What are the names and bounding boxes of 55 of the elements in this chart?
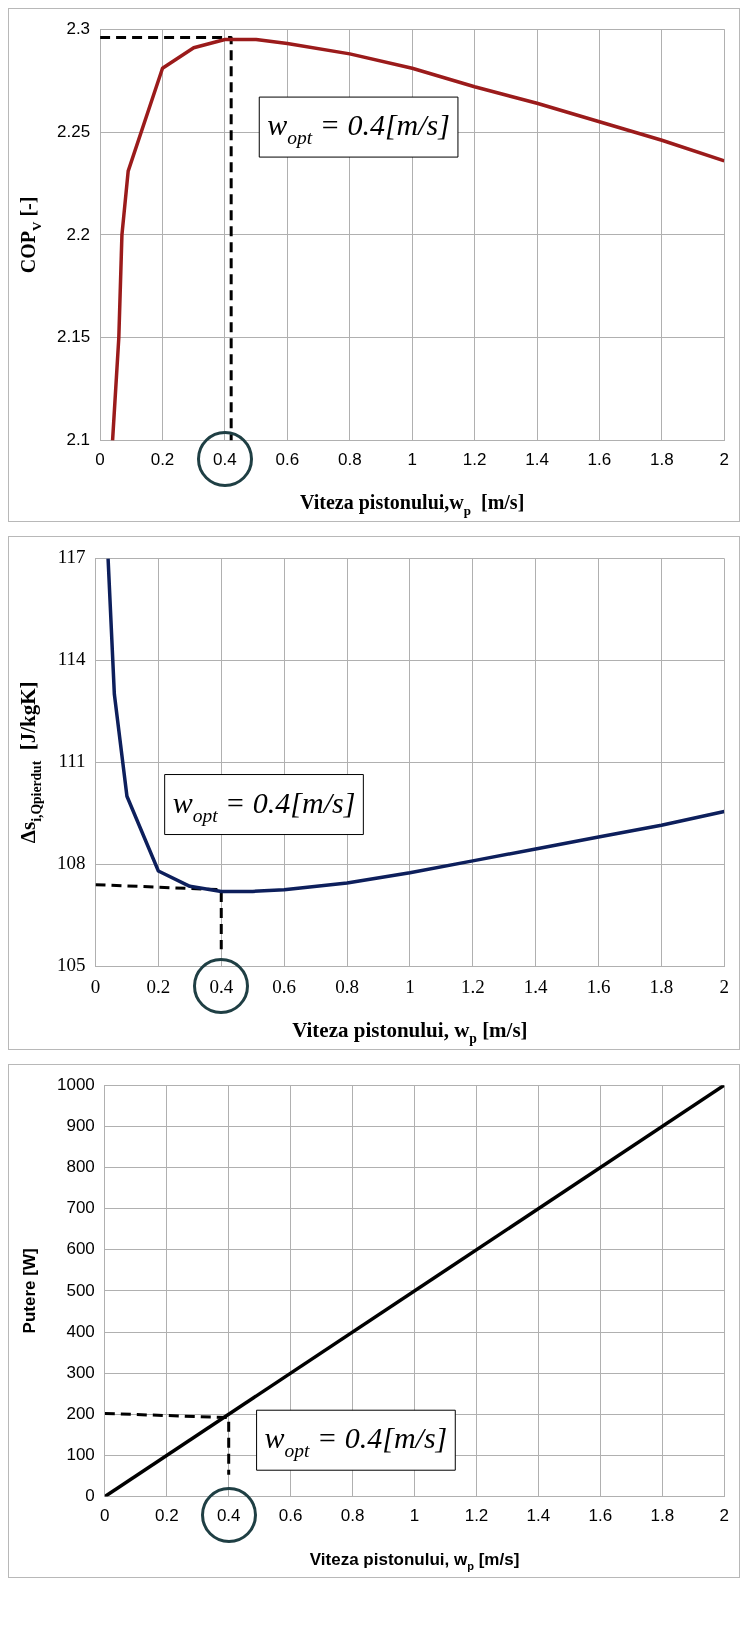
y-tick-label: 114 — [57, 648, 86, 670]
y-tick-label: 2.3 — [66, 18, 91, 38]
y-axis-title: Δsi,Qpierdut [J/kgK] — [16, 681, 45, 844]
y-tick-label: 300 — [66, 1362, 95, 1382]
x-tick-label: 0.8 — [335, 975, 359, 997]
x-tick-label: 1.2 — [464, 1506, 489, 1526]
y-tick-label: 111 — [58, 750, 86, 772]
x-tick-label: 2 — [719, 1506, 730, 1526]
x-tick-label: 0.8 — [340, 1506, 365, 1526]
x-tick-label: 0.4 — [213, 450, 237, 470]
y-tick-label: 2.2 — [66, 224, 91, 244]
x-tick-label: 0 — [100, 1506, 110, 1526]
x-tick-label: 1.2 — [462, 450, 487, 470]
x-tick-label: 1.8 — [650, 450, 674, 470]
x-tick-label: 1.8 — [649, 975, 674, 997]
x-tick-label: 1 — [405, 975, 415, 997]
x-tick-label: 1.4 — [526, 1506, 551, 1526]
x-tick-label: 0.2 — [150, 450, 175, 470]
x-tick-label: 1.6 — [588, 1506, 613, 1526]
y-tick-label: 200 — [66, 1404, 95, 1424]
y-axis-title: Putere [W] — [20, 1248, 39, 1334]
x-tick-label: 1.2 — [460, 975, 485, 997]
x-tick-label: 1 — [409, 1506, 420, 1526]
x-tick-label: 1.6 — [587, 450, 612, 470]
x-tick-label: 0.4 — [209, 975, 234, 997]
x-tick-label: 1.4 — [525, 450, 549, 470]
x-tick-label: 2 — [719, 975, 729, 997]
y-tick-label: 117 — [57, 546, 86, 568]
x-tick-label: 2 — [719, 450, 730, 470]
x-tick-label: 0.6 — [275, 450, 300, 470]
y-tick-label: 2.1 — [66, 430, 91, 450]
y-tick-label: 105 — [57, 954, 86, 976]
y-tick-label: 2.25 — [56, 121, 91, 141]
x-tick-label: 0.6 — [278, 1506, 303, 1526]
y-tick-label: 700 — [66, 1198, 95, 1218]
x-tick-label: 0.4 — [216, 1506, 241, 1526]
y-tick-label: 900 — [66, 1116, 95, 1136]
y-tick-label: 0 — [85, 1486, 95, 1506]
x-tick-label: 0.2 — [146, 975, 171, 997]
x-tick-label: 1 — [407, 450, 417, 470]
y-tick-label: 2.15 — [56, 327, 91, 347]
y-tick-label: 500 — [66, 1280, 95, 1300]
x-tick-label: 1.6 — [586, 975, 611, 997]
y-tick-label: 100 — [66, 1445, 95, 1465]
x-tick-label: 1.8 — [650, 1506, 675, 1526]
x-tick-label: 0.2 — [154, 1506, 179, 1526]
y-tick-label: 400 — [66, 1321, 95, 1341]
y-tick-label: 600 — [66, 1239, 95, 1259]
y-tick-label: 1000 — [56, 1074, 95, 1094]
x-tick-label: 0.8 — [337, 450, 362, 470]
y-tick-label: 800 — [66, 1157, 95, 1177]
y-axis-title: COPV [-] — [17, 196, 44, 274]
x-tick-label: 0.6 — [272, 975, 296, 997]
x-tick-label: 1.4 — [523, 975, 548, 997]
y-tick-label: 108 — [57, 852, 86, 874]
